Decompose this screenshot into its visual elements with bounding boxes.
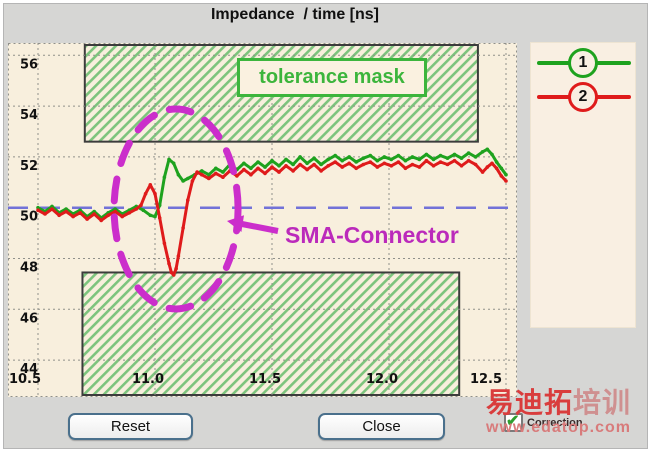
checkmark-icon: ✔ [506, 413, 520, 430]
reset-button[interactable]: Reset [68, 413, 193, 440]
svg-text:11.0: 11.0 [132, 372, 164, 387]
svg-text:11.5: 11.5 [249, 372, 281, 387]
svg-text:50: 50 [20, 210, 38, 225]
correction-label: Correction [527, 416, 583, 429]
sma-ellipse-annotation [110, 105, 242, 313]
legend-item-trace-1[interactable]: 1 [531, 48, 637, 82]
svg-text:12.0: 12.0 [366, 372, 398, 387]
trace-2-badge: 2 [568, 82, 598, 112]
svg-text:44: 44 [20, 362, 38, 377]
svg-text:48: 48 [20, 261, 38, 276]
sma-arrow [227, 215, 279, 234]
legend-item-trace-2[interactable]: 2 [531, 82, 637, 116]
correction-control: ✔ Correction [504, 413, 583, 432]
svg-text:52: 52 [20, 159, 38, 174]
correction-checkbox[interactable]: ✔ [504, 413, 523, 432]
grid [8, 43, 517, 397]
svg-text:54: 54 [20, 108, 38, 123]
chart-title: Impedance / time [ns] [210, 6, 380, 23]
trace-1 [36, 147, 508, 220]
sma-connector-label: SMA-Connector [285, 222, 459, 248]
svg-text:56: 56 [20, 57, 38, 72]
svg-text:46: 46 [20, 311, 38, 326]
trace-legend: 1 2 [530, 42, 636, 328]
trace-1-badge: 1 [568, 48, 598, 78]
tolerance-mask-label: tolerance mask [237, 58, 427, 97]
svg-text:10.5: 10.5 [9, 372, 41, 387]
svg-text:12.5: 12.5 [470, 372, 502, 387]
close-button[interactable]: Close [318, 413, 445, 440]
